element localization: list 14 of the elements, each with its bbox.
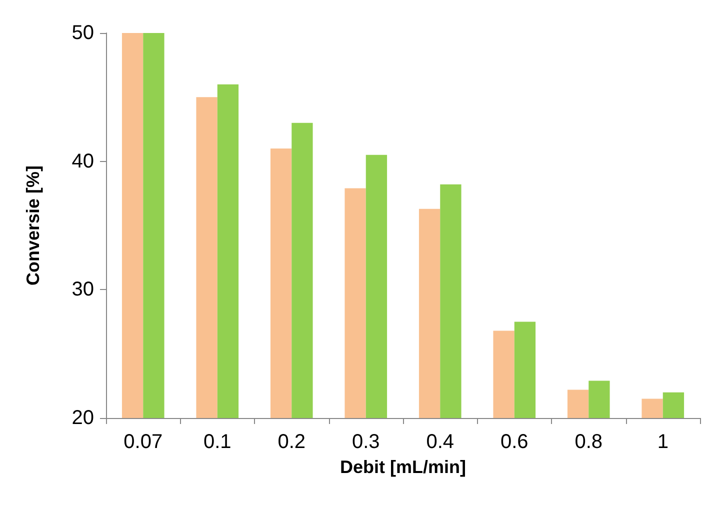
y-tick-label: 20 bbox=[72, 407, 94, 429]
y-axis-title: Conversie [%] bbox=[23, 165, 43, 286]
x-tick-label: 0.1 bbox=[203, 431, 232, 453]
x-tick-label: 0.2 bbox=[278, 431, 306, 453]
x-tick-label: 0.07 bbox=[124, 431, 163, 453]
x-axis-title: Debit [mL/min] bbox=[340, 457, 466, 477]
x-tick-label: 0.3 bbox=[352, 431, 380, 453]
x-tick-label: 0.8 bbox=[574, 431, 603, 453]
y-tick-label: 50 bbox=[72, 22, 94, 44]
x-tick-label: 0.4 bbox=[426, 431, 454, 453]
x-tick-label: 0.6 bbox=[500, 431, 528, 453]
x-tick-label: 1 bbox=[657, 431, 668, 453]
y-tick-label: 40 bbox=[72, 150, 94, 172]
y-tick-label: 30 bbox=[72, 278, 94, 301]
